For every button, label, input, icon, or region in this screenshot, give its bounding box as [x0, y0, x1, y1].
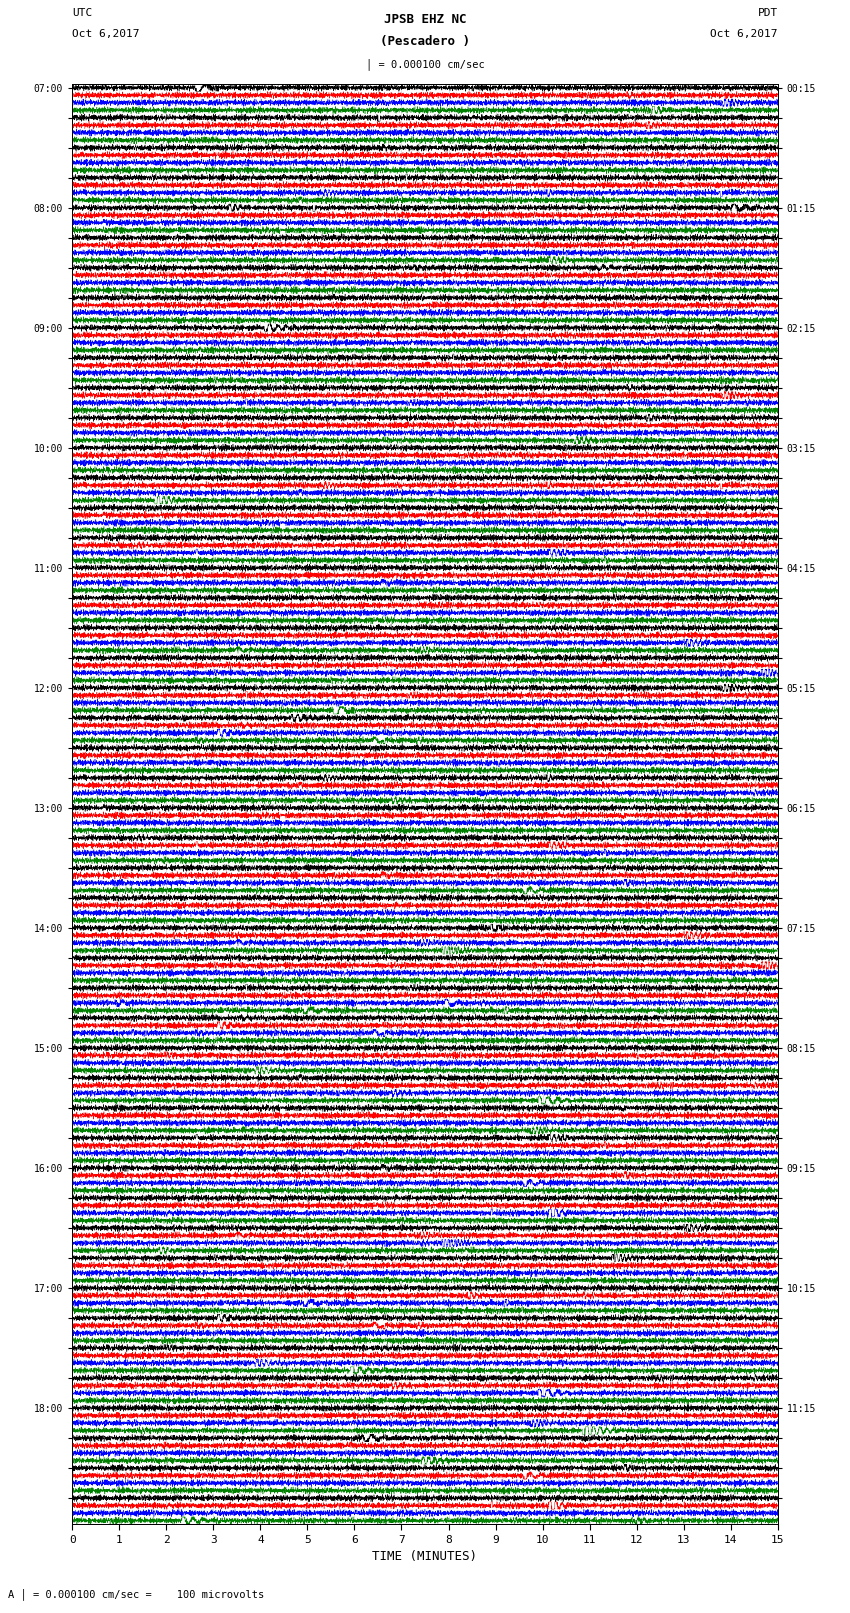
Text: │ = 0.000100 cm/sec: │ = 0.000100 cm/sec	[366, 58, 484, 69]
Text: UTC: UTC	[72, 8, 93, 18]
Text: A │ = 0.000100 cm/sec =    100 microvolts: A │ = 0.000100 cm/sec = 100 microvolts	[8, 1589, 264, 1600]
Text: JPSB EHZ NC: JPSB EHZ NC	[383, 13, 467, 26]
X-axis label: TIME (MINUTES): TIME (MINUTES)	[372, 1550, 478, 1563]
Text: Oct 6,2017: Oct 6,2017	[711, 29, 778, 39]
Text: (Pescadero ): (Pescadero )	[380, 35, 470, 48]
Text: Oct 6,2017: Oct 6,2017	[72, 29, 139, 39]
Text: PDT: PDT	[757, 8, 778, 18]
